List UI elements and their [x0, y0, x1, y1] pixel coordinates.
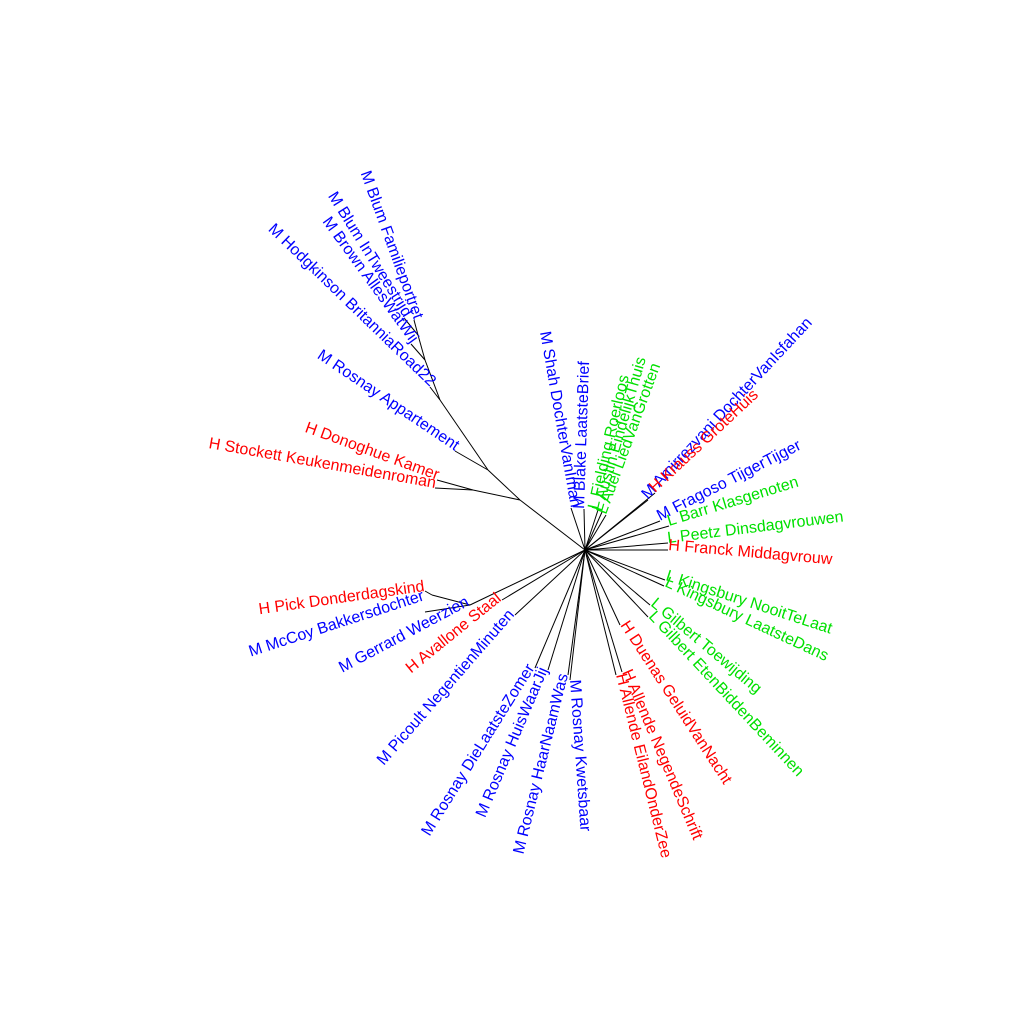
tree-edge — [487, 469, 521, 501]
tree-edge — [429, 386, 441, 401]
tree-edge — [424, 590, 433, 596]
tree-edge — [454, 450, 489, 471]
tree-edge — [584, 549, 617, 676]
tree-edge — [584, 514, 607, 551]
tree-edge — [584, 549, 621, 626]
tree-edge — [469, 549, 586, 606]
leaf-label: M Blake LaatsteBrief — [571, 360, 593, 509]
tree-edge — [403, 317, 419, 336]
leaf-label: M Rosnay Kwetsbaar — [566, 679, 594, 833]
tree-edge — [472, 489, 521, 501]
tree-labels: M Blum Familieportret M Blum InTweestrij… — [207, 169, 844, 860]
leaf-label: H Pick Donderdagskind — [258, 578, 426, 618]
tree-edge — [584, 520, 661, 551]
tree-edge — [583, 508, 586, 551]
tree-edge — [431, 594, 471, 606]
tree-edge — [584, 492, 656, 551]
tree-edge — [584, 511, 603, 551]
tree-edge — [534, 549, 586, 669]
tree-edges — [403, 317, 670, 681]
tree-edge — [439, 399, 489, 471]
tree-edge — [584, 549, 665, 587]
tree-edge — [413, 319, 419, 336]
tree-edge — [424, 604, 471, 613]
tree-edge — [584, 549, 666, 581]
tree-edge — [570, 507, 586, 551]
tree-edge — [547, 549, 586, 671]
tree-edge — [584, 549, 623, 673]
tree-edge — [514, 549, 586, 616]
tree-edge — [584, 542, 669, 551]
tree-edge — [424, 359, 441, 401]
tree-edge — [584, 549, 651, 606]
tree-edge — [410, 343, 426, 361]
tree-edge — [567, 549, 586, 676]
tree-edge — [436, 479, 474, 491]
tree-edge — [434, 487, 474, 491]
tree-edge — [584, 549, 649, 618]
tree-edge — [417, 334, 426, 361]
tree-edge — [584, 525, 670, 551]
tree-edge — [519, 499, 586, 551]
tree-edge — [501, 549, 586, 601]
tree-edge — [584, 509, 599, 551]
leaf-label: H Franck Middagvrouw — [668, 537, 834, 568]
